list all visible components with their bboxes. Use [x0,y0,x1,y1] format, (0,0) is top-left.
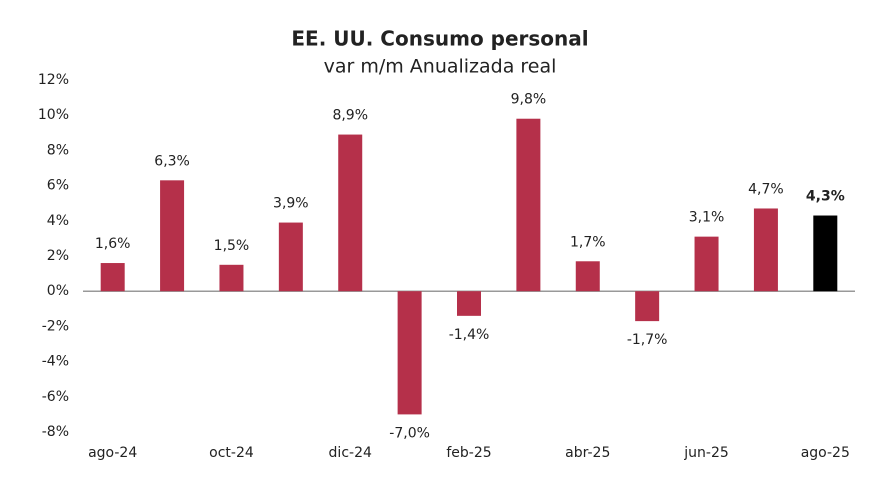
y-tick-label: -2% [42,318,69,334]
data-label: 1,6% [95,236,131,252]
data-label: 3,9% [273,196,309,212]
data-label: -1,7% [627,332,668,348]
y-tick-label: -6% [42,389,69,405]
bar [635,291,660,322]
y-tick-label: 4% [47,213,69,229]
bar [338,134,363,292]
bar [813,215,838,292]
y-tick-label: 2% [47,248,69,264]
bar [278,222,303,292]
y-tick-label: 0% [47,283,69,299]
y-tick-label: 10% [38,107,69,123]
x-tick-label: oct-24 [209,445,254,461]
data-label: -7,0% [389,425,430,441]
bar [575,261,600,292]
x-tick-label: ago-24 [88,445,137,461]
data-label: 3,1% [689,210,725,226]
bar [694,236,719,292]
bar [219,264,244,292]
y-tick-label: -4% [42,354,69,370]
chart-title: EE. UU. Consumo personal [291,27,588,51]
bar [753,208,778,292]
y-tick-label: 8% [47,142,69,158]
y-tick-label: 12% [38,72,69,88]
x-tick-label: feb-25 [446,445,491,461]
chart-subtitle: var m/m Anualizada real [324,56,557,78]
bar [100,263,125,292]
data-label: -1,4% [449,327,490,343]
data-label: 1,7% [570,234,606,250]
data-label: 4,3% [806,189,845,205]
data-label: 4,7% [748,181,784,197]
x-tick-label: abr-25 [565,445,610,461]
y-tick-label: -8% [42,424,69,440]
bar [516,118,541,292]
data-label: 8,9% [332,108,368,124]
data-label: 9,8% [511,92,547,108]
bar [457,291,481,316]
data-label: 1,5% [214,238,250,254]
data-label: 6,3% [154,153,190,169]
bar [160,180,185,292]
x-tick-label: jun-25 [683,445,729,461]
x-tick-label: ago-25 [801,445,850,461]
y-tick-label: 6% [47,178,69,194]
x-tick-label: dic-24 [329,445,372,461]
bar [397,291,422,415]
